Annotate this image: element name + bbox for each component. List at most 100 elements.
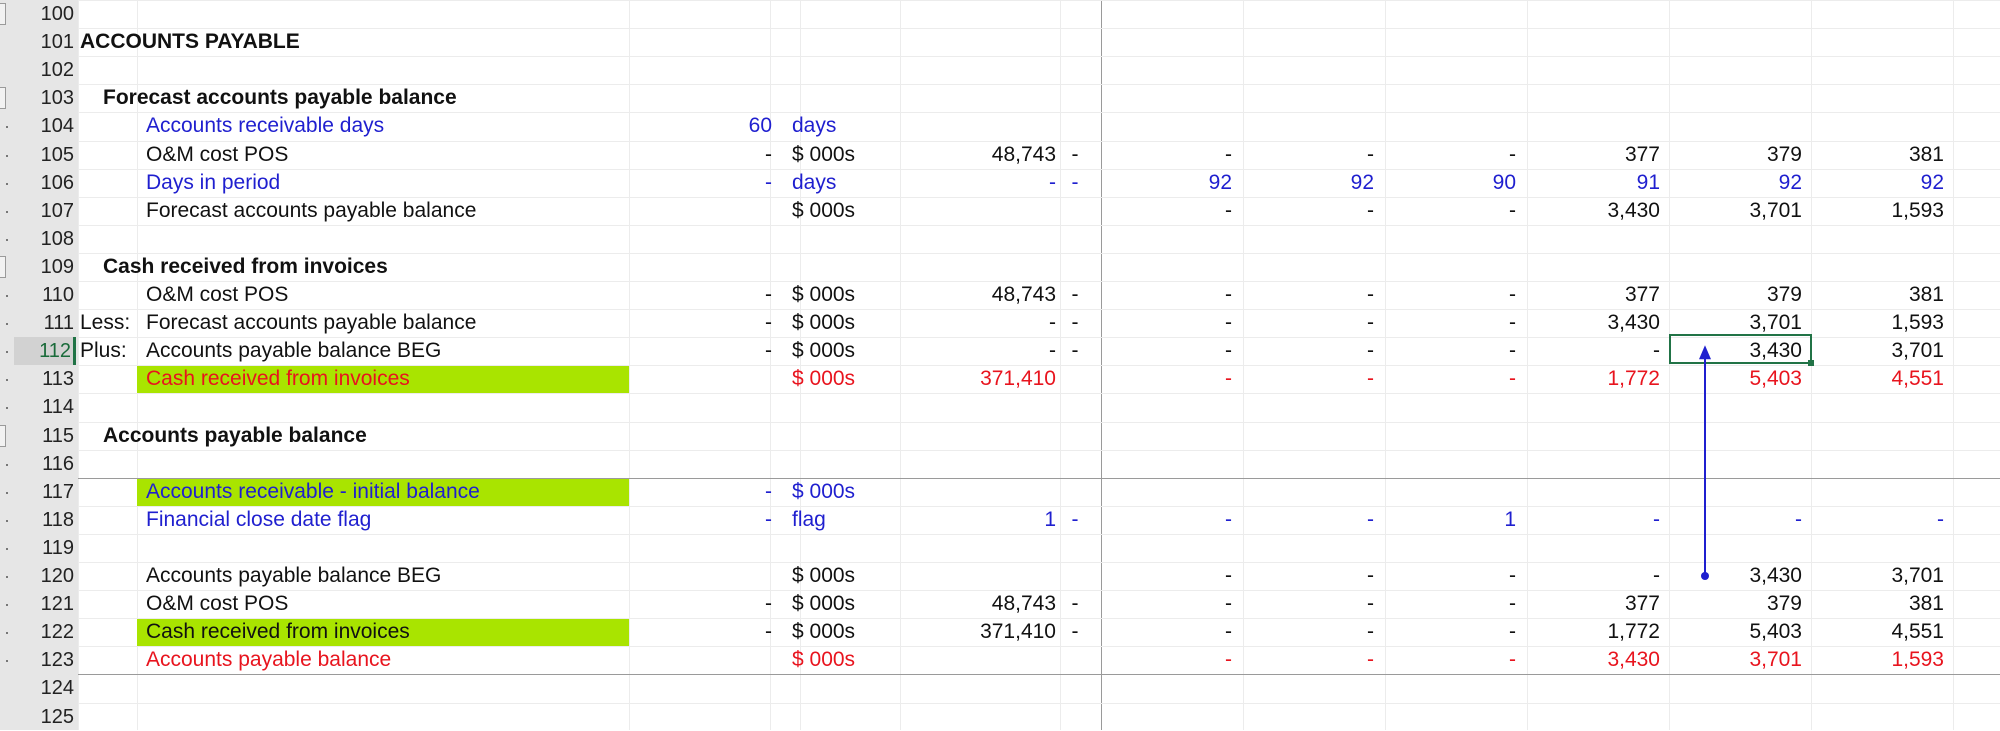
- cell-j-105[interactable]: -: [1509, 143, 1516, 166]
- cell-k-122[interactable]: 1,772: [1607, 620, 1660, 643]
- cell-l-110[interactable]: 379: [1766, 283, 1802, 306]
- cell-j-106[interactable]: 90: [1492, 171, 1516, 194]
- cell-f-113[interactable]: 371,410: [980, 367, 1056, 390]
- cell-d-118[interactable]: -: [765, 508, 772, 531]
- cell-f-105[interactable]: 48,743: [991, 143, 1056, 166]
- cell-l-123[interactable]: 3,701: [1749, 648, 1802, 671]
- cell-i-121[interactable]: -: [1367, 592, 1374, 615]
- cell-e-117[interactable]: $ 000s: [792, 480, 856, 503]
- cell-d-104[interactable]: 60: [748, 114, 772, 137]
- cell-e-118[interactable]: flag: [792, 508, 826, 531]
- cell-i-112[interactable]: -: [1367, 339, 1374, 362]
- cell-l-118[interactable]: -: [1795, 508, 1802, 531]
- cell-m-110[interactable]: 381: [1908, 283, 1944, 306]
- cell-g-110[interactable]: -: [1071, 283, 1079, 306]
- cell-i-110[interactable]: -: [1367, 283, 1374, 306]
- cell-d-117[interactable]: -: [765, 480, 772, 503]
- cell-j-113[interactable]: -: [1509, 367, 1516, 390]
- cell-g-112[interactable]: -: [1071, 339, 1079, 362]
- cell-d-111[interactable]: -: [765, 311, 772, 334]
- cell-e-113[interactable]: $ 000s: [792, 367, 856, 390]
- cell-l-120[interactable]: 3,430: [1749, 564, 1802, 587]
- row-number[interactable]: 104: [40, 115, 74, 137]
- row-number[interactable]: 116: [42, 453, 74, 475]
- cell-c-110[interactable]: O&M cost POS: [146, 283, 289, 306]
- cell-h-113[interactable]: -: [1225, 367, 1232, 390]
- cell-m-112[interactable]: 3,701: [1891, 339, 1944, 362]
- cell-m-105[interactable]: 381: [1908, 143, 1944, 166]
- cell-h-122[interactable]: -: [1225, 620, 1232, 643]
- cell-k-111[interactable]: 3,430: [1607, 311, 1660, 334]
- cell-b-103[interactable]: Forecast accounts payable balance: [103, 86, 457, 109]
- row-number[interactable]: 123: [40, 649, 74, 671]
- cell-f-118[interactable]: 1: [1044, 508, 1056, 531]
- outline-group-button[interactable]: [0, 87, 6, 109]
- cell-j-123[interactable]: -: [1509, 648, 1516, 671]
- cell-k-112[interactable]: -: [1653, 339, 1660, 362]
- cell-g-106[interactable]: -: [1071, 171, 1079, 194]
- cell-e-112[interactable]: $ 000s: [792, 339, 856, 362]
- cell-b-109[interactable]: Cash received from invoices: [103, 255, 388, 278]
- outline-group-button[interactable]: [0, 256, 6, 278]
- row-number[interactable]: 113: [42, 368, 74, 390]
- cell-i-122[interactable]: -: [1367, 620, 1374, 643]
- cell-e-104[interactable]: days: [792, 114, 837, 137]
- cell-k-105[interactable]: 377: [1624, 143, 1660, 166]
- row-number[interactable]: 112: [14, 337, 76, 365]
- cell-c-106[interactable]: Days in period: [146, 171, 281, 194]
- cell-l-112[interactable]: 3,430: [1749, 339, 1802, 362]
- cell-h-121[interactable]: -: [1225, 592, 1232, 615]
- row-number[interactable]: 125: [40, 706, 74, 728]
- row-number[interactable]: 117: [42, 481, 74, 503]
- row-number[interactable]: 100: [40, 3, 74, 25]
- cell-c-107[interactable]: Forecast accounts payable balance: [146, 199, 477, 222]
- row-number[interactable]: 111: [43, 312, 74, 334]
- cell-f-122[interactable]: 371,410: [980, 620, 1056, 643]
- cell-l-111[interactable]: 3,701: [1749, 311, 1802, 334]
- cell-k-123[interactable]: 3,430: [1607, 648, 1660, 671]
- cell-k-118[interactable]: -: [1653, 508, 1660, 531]
- cell-e-106[interactable]: days: [792, 171, 837, 194]
- row-number[interactable]: 103: [40, 87, 74, 109]
- cell-m-121[interactable]: 381: [1908, 592, 1944, 615]
- cell-g-121[interactable]: -: [1071, 592, 1079, 615]
- cell-g-122[interactable]: -: [1071, 620, 1079, 643]
- cell-l-106[interactable]: 92: [1778, 171, 1802, 194]
- cell-g-105[interactable]: -: [1071, 143, 1079, 166]
- cell-d-112[interactable]: -: [765, 339, 772, 362]
- cell-e-107[interactable]: $ 000s: [792, 199, 856, 222]
- cell-d-106[interactable]: -: [765, 171, 772, 194]
- cell-l-107[interactable]: 3,701: [1749, 199, 1802, 222]
- cell-h-110[interactable]: -: [1225, 283, 1232, 306]
- cell-f-106[interactable]: -: [1049, 171, 1056, 194]
- outline-group-button[interactable]: [0, 3, 6, 25]
- cell-e-122[interactable]: $ 000s: [792, 620, 856, 643]
- cell-f-121[interactable]: 48,743: [991, 592, 1056, 615]
- outline-group-button[interactable]: [0, 425, 6, 447]
- cell-j-122[interactable]: -: [1509, 620, 1516, 643]
- row-number[interactable]: 114: [42, 396, 74, 418]
- row-number[interactable]: 120: [40, 565, 74, 587]
- cell-h-118[interactable]: -: [1225, 508, 1232, 531]
- cell-f-111[interactable]: -: [1049, 311, 1056, 334]
- cell-e-123[interactable]: $ 000s: [792, 648, 856, 671]
- cell-m-118[interactable]: -: [1937, 508, 1944, 531]
- row-number[interactable]: 122: [40, 621, 74, 643]
- cell-g-111[interactable]: -: [1071, 311, 1079, 334]
- cell-c-122[interactable]: Cash received from invoices: [146, 620, 410, 643]
- cell-a-101[interactable]: ACCOUNTS PAYABLE: [80, 30, 300, 53]
- cell-c-113[interactable]: Cash received from invoices: [146, 367, 410, 390]
- row-number[interactable]: 118: [42, 509, 74, 531]
- cell-g-118[interactable]: -: [1071, 508, 1079, 531]
- cell-l-113[interactable]: 5,403: [1749, 367, 1802, 390]
- cell-f-110[interactable]: 48,743: [991, 283, 1056, 306]
- cell-i-106[interactable]: 92: [1350, 171, 1374, 194]
- cell-c-111[interactable]: Forecast accounts payable balance: [146, 311, 477, 334]
- cell-c-121[interactable]: O&M cost POS: [146, 592, 289, 615]
- cell-a-112[interactable]: Plus:: [80, 339, 127, 362]
- cell-c-105[interactable]: O&M cost POS: [146, 143, 289, 166]
- cell-k-107[interactable]: 3,430: [1607, 199, 1660, 222]
- cell-i-107[interactable]: -: [1367, 199, 1374, 222]
- cell-f-112[interactable]: -: [1049, 339, 1056, 362]
